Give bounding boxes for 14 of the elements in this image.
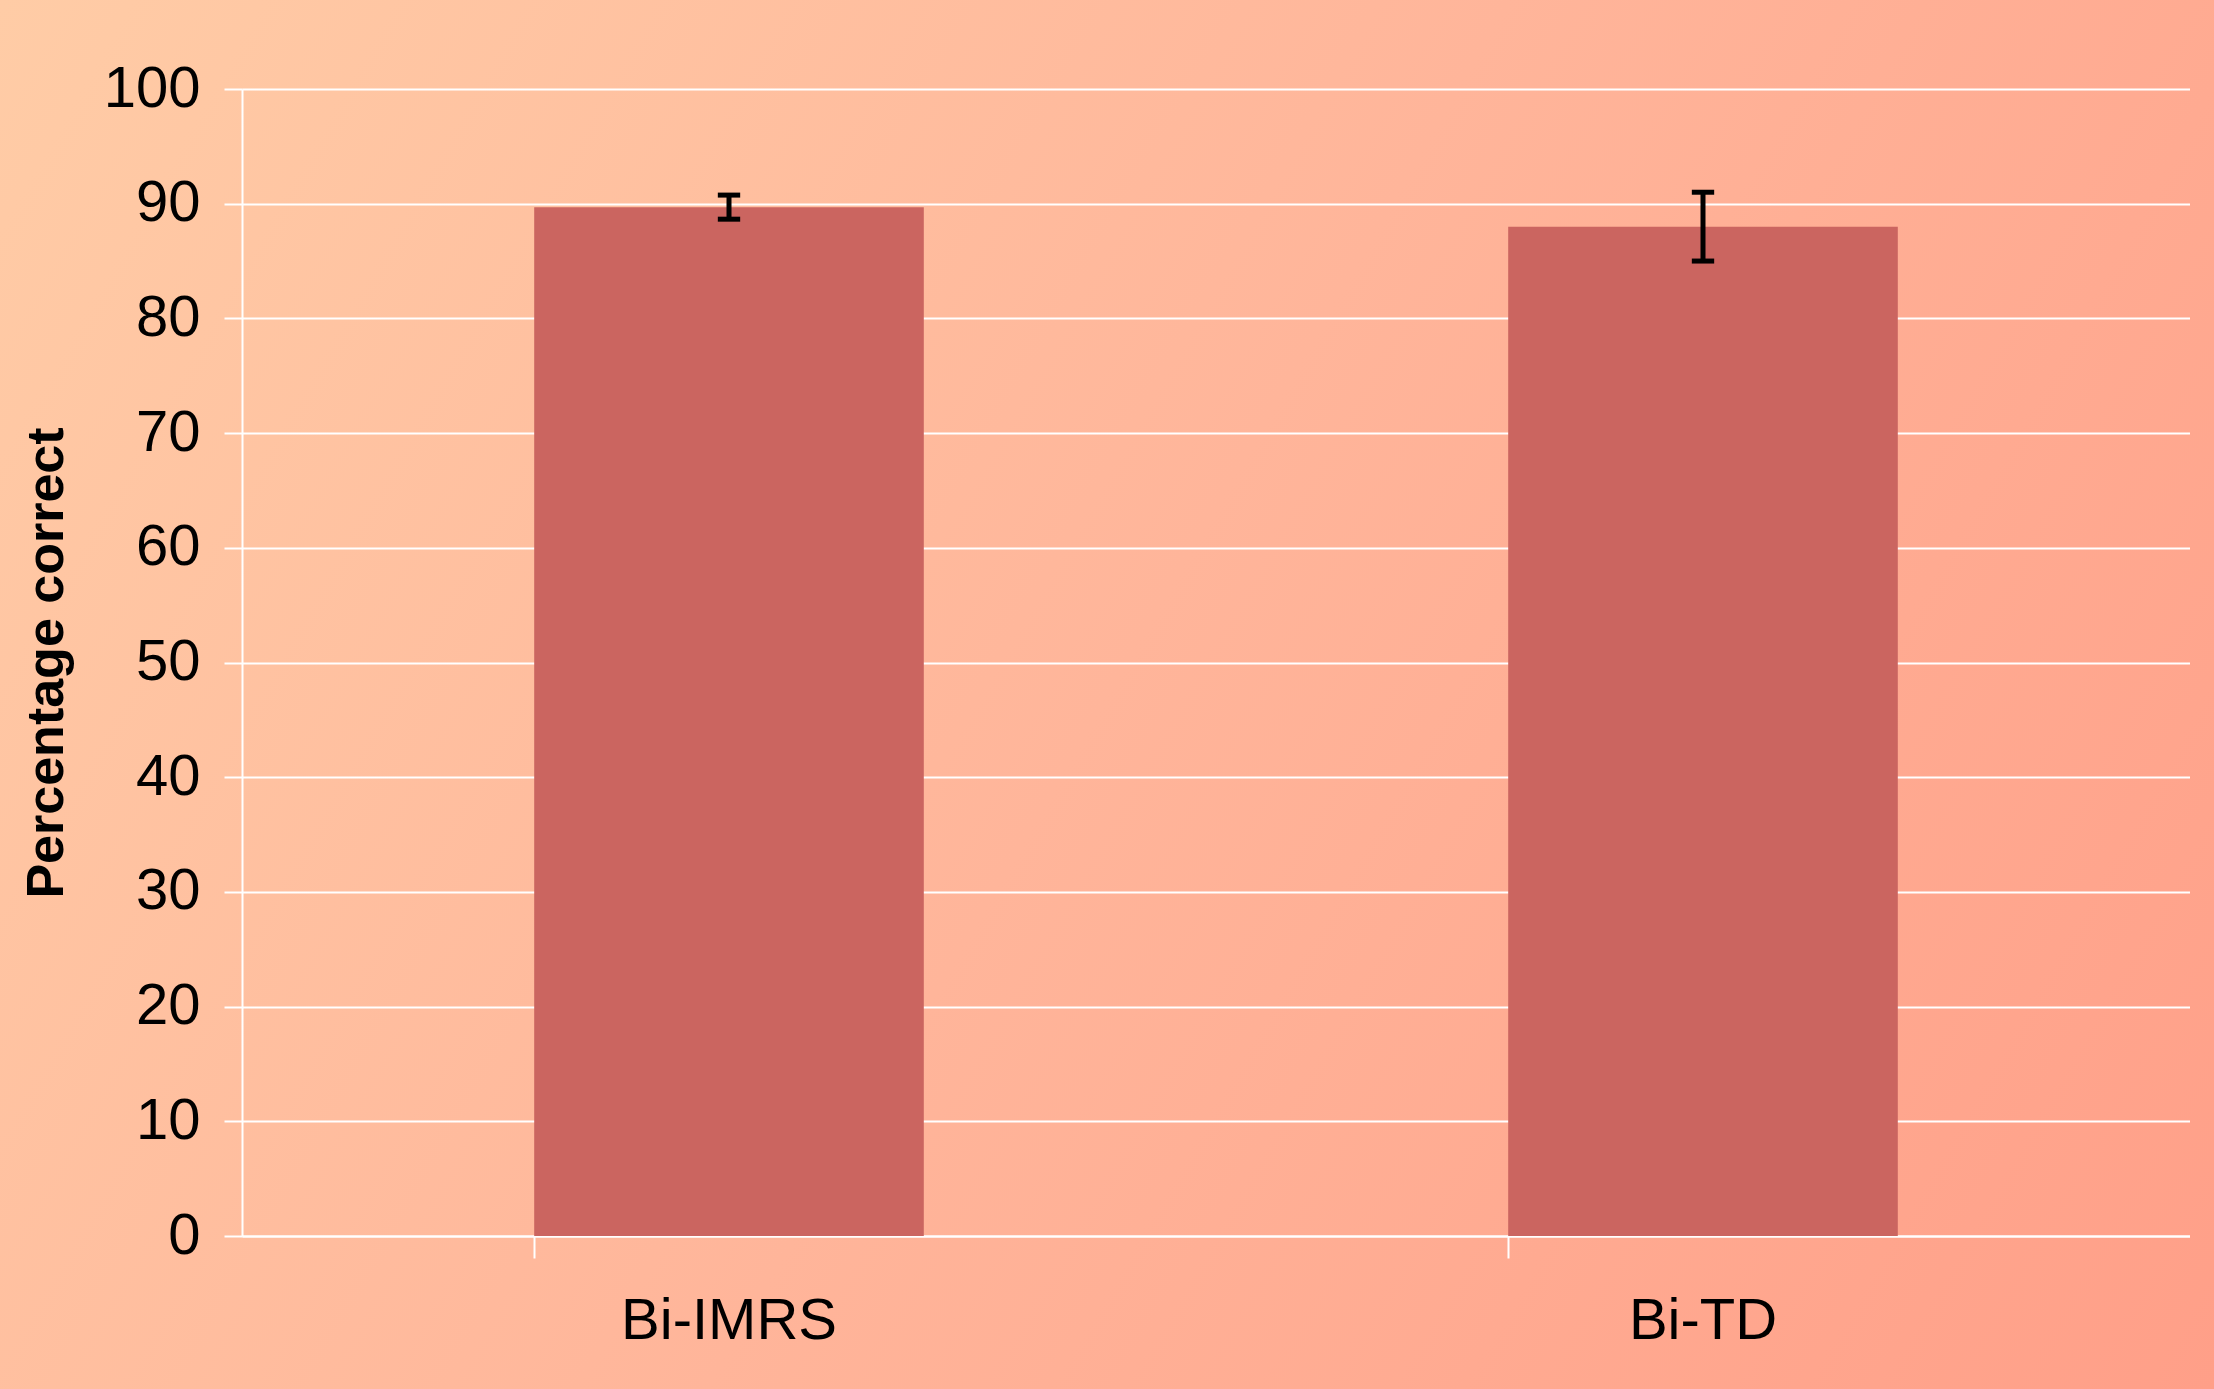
y-tick-label: 90 — [135, 168, 201, 234]
y-tick-label: 10 — [135, 1085, 201, 1151]
y-tick-label: 70 — [135, 397, 201, 463]
y-tick-label: 50 — [135, 627, 201, 692]
y-axis-title: Percentage correct — [15, 427, 74, 899]
y-tick-label: 30 — [135, 856, 201, 922]
y-tick-label: 40 — [135, 741, 201, 807]
y-tick-label: 60 — [135, 512, 201, 578]
y-tick-label: 80 — [135, 282, 201, 348]
x-tick-label: Bi-IMRS — [621, 1285, 837, 1351]
x-tick-label: Bi-TD — [1628, 1285, 1778, 1351]
y-tick-label: 0 — [168, 1200, 201, 1266]
y-tick-label: 100 — [103, 53, 201, 119]
y-tick-label: 20 — [135, 971, 201, 1037]
